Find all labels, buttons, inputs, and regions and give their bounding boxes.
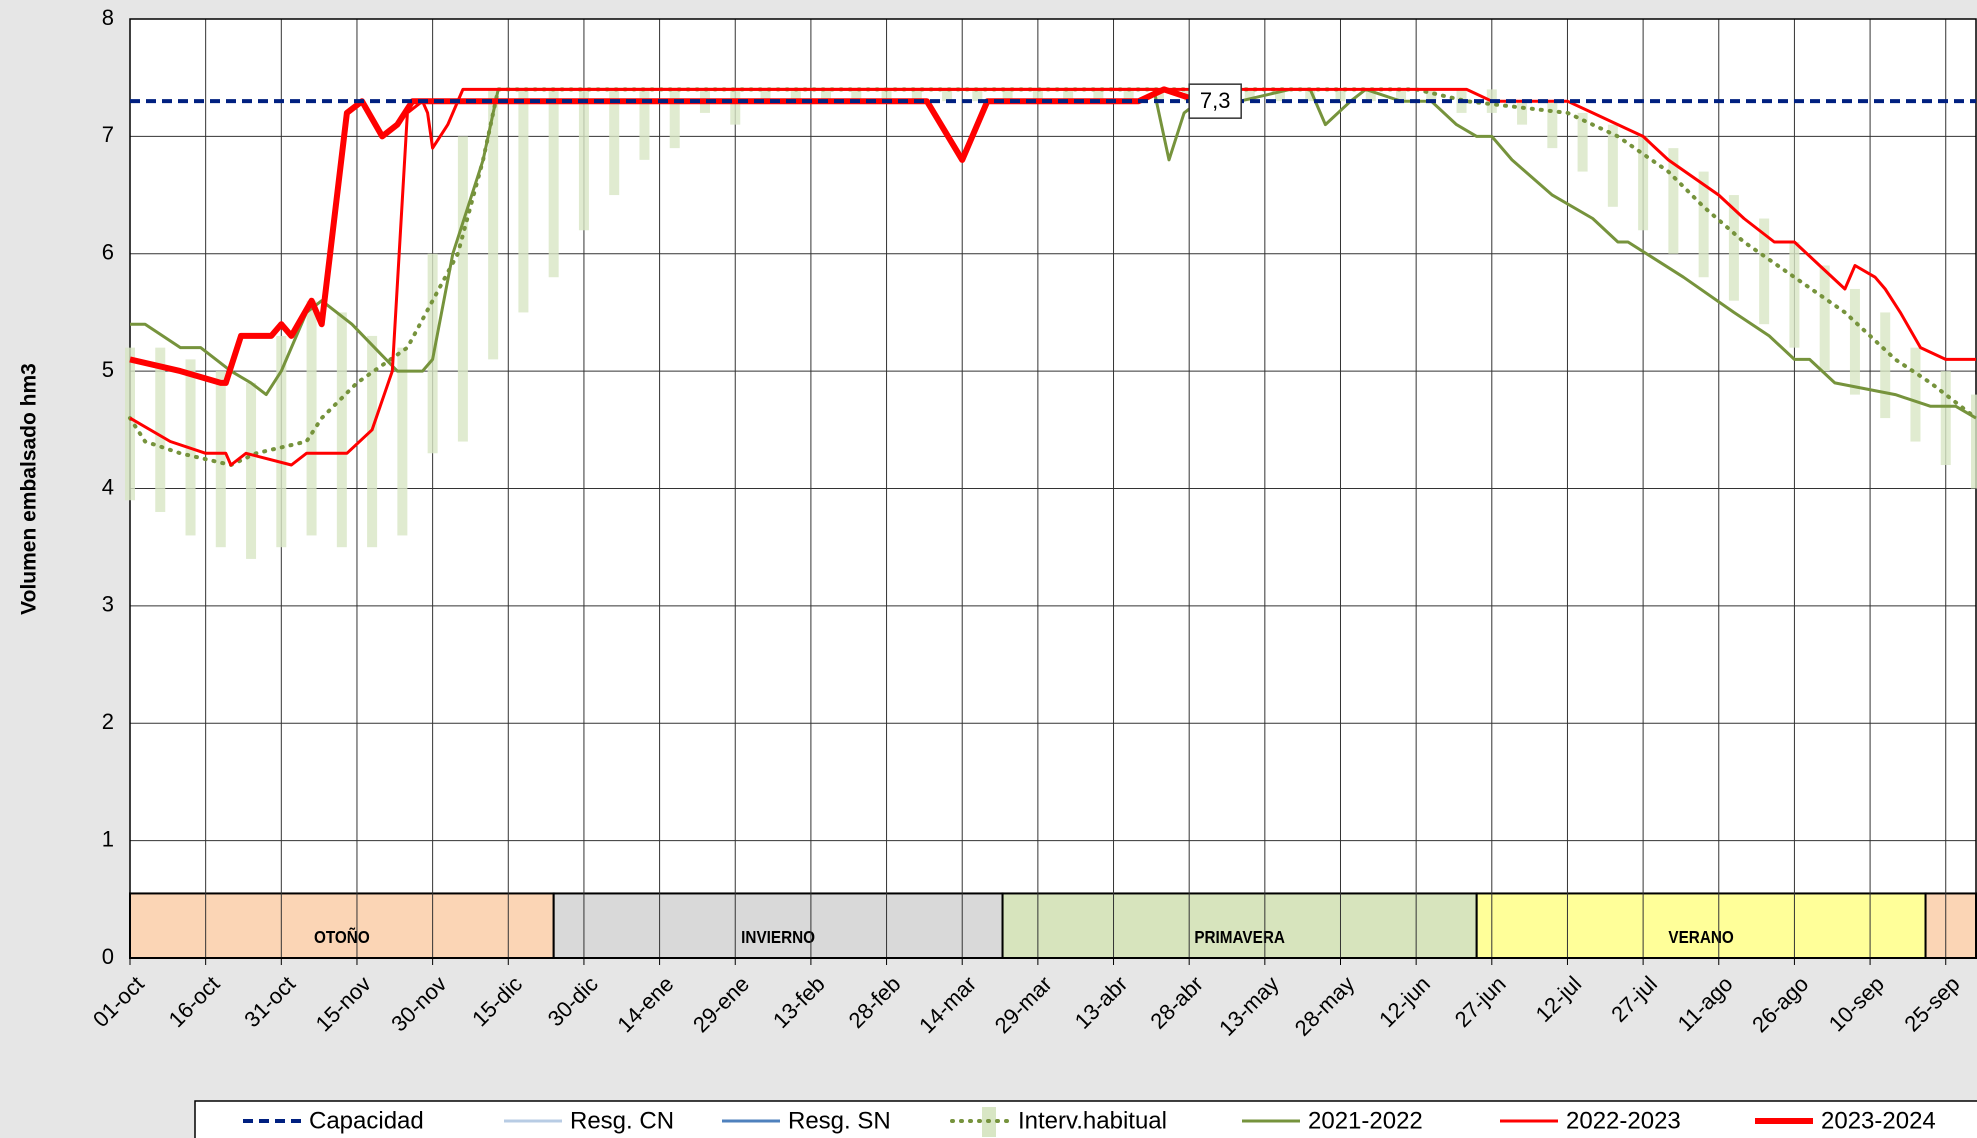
legend-label: Resg. SN (788, 1107, 891, 1134)
range-bar (276, 335, 287, 548)
range-bar (1305, 89, 1316, 102)
range-bar (1063, 89, 1074, 102)
y-tick-label: 1 (102, 826, 114, 851)
range-bar (336, 312, 347, 548)
range-bar (911, 89, 922, 102)
range-bar (669, 89, 680, 149)
range-bar (1517, 101, 1528, 125)
legend-label: Interv.habitual (1018, 1107, 1167, 1134)
range-bar (518, 89, 529, 313)
legend-label: Capacidad (309, 1107, 424, 1134)
season-band (1001, 892, 1478, 959)
range-bar (1638, 136, 1649, 231)
range-bar (1849, 288, 1860, 395)
range-bar (306, 300, 317, 536)
y-axis-label: Volumen embalsado hm3 (18, 363, 41, 615)
y-tick-label: 3 (102, 592, 114, 617)
y-tick-label: 6 (102, 240, 114, 265)
range-bar (367, 335, 378, 548)
range-bar (881, 89, 892, 102)
range-bar (1880, 312, 1891, 419)
y-tick-label: 0 (102, 944, 114, 969)
range-bar (1940, 371, 1951, 466)
legend-box (194, 1100, 1977, 1138)
range-bar (821, 89, 832, 102)
y-tick-label: 7 (102, 122, 114, 147)
y-tick-label: 2 (102, 709, 114, 734)
legend-label: 2021-2022 (1308, 1107, 1423, 1134)
data-label-box (1188, 83, 1242, 119)
season-label: OTOÑO (314, 926, 370, 948)
range-bar (155, 347, 166, 512)
range-bar (730, 89, 741, 125)
range-bar (1093, 89, 1104, 102)
range-bar (1668, 148, 1679, 254)
range-bar (1547, 101, 1558, 149)
range-bar (1728, 195, 1739, 301)
range-bar (125, 347, 135, 501)
range-bar (1577, 112, 1588, 172)
range-bar (548, 89, 559, 278)
range-bar (457, 136, 468, 442)
range-bar (1032, 89, 1043, 102)
season-label: VERANO (1668, 927, 1733, 947)
range-bar (639, 89, 650, 160)
range-bar (397, 347, 408, 536)
range-bar (578, 89, 589, 231)
y-tick-label: 8 (102, 5, 114, 30)
range-bar (942, 89, 953, 102)
range-bar (1759, 218, 1770, 325)
season-band (1924, 892, 1977, 959)
range-bar (1335, 89, 1346, 102)
range-bar (1396, 89, 1407, 102)
range-bar (1123, 89, 1134, 102)
range-bar (1274, 89, 1285, 102)
season-band (1475, 892, 1927, 959)
range-bar (1607, 124, 1618, 207)
range-bar (1153, 89, 1164, 102)
range-bar (760, 89, 771, 102)
range-bar (215, 371, 226, 548)
range-bar (1244, 89, 1255, 102)
data-label: 7,3 (1200, 88, 1231, 113)
series-line (129, 87, 1976, 467)
season-band (552, 892, 1004, 959)
range-bar (1971, 394, 1977, 489)
season-label: PRIMAVERA (1194, 927, 1285, 947)
range-bar (790, 89, 801, 102)
series-line (129, 86, 1201, 386)
legend-label: 2022-2023 (1566, 1107, 1681, 1134)
range-bar (1698, 171, 1709, 278)
season-band (129, 892, 555, 959)
range-bar (972, 89, 983, 102)
range-bar (1789, 242, 1800, 348)
y-tick-label: 4 (102, 474, 114, 499)
range-bar (1910, 347, 1921, 442)
season-label: INVIERNO (741, 927, 815, 947)
range-bar (1002, 89, 1013, 102)
y-tick-label: 5 (102, 357, 114, 382)
range-bar (1819, 265, 1830, 372)
range-bar (1426, 89, 1437, 102)
range-bar (851, 89, 862, 102)
range-bar (488, 89, 499, 360)
legend-label: Resg. CN (570, 1107, 674, 1134)
range-bar (246, 382, 257, 559)
range-bar (609, 89, 620, 196)
range-bar (1365, 89, 1376, 102)
legend-label: 2023-2024 (1821, 1107, 1936, 1134)
